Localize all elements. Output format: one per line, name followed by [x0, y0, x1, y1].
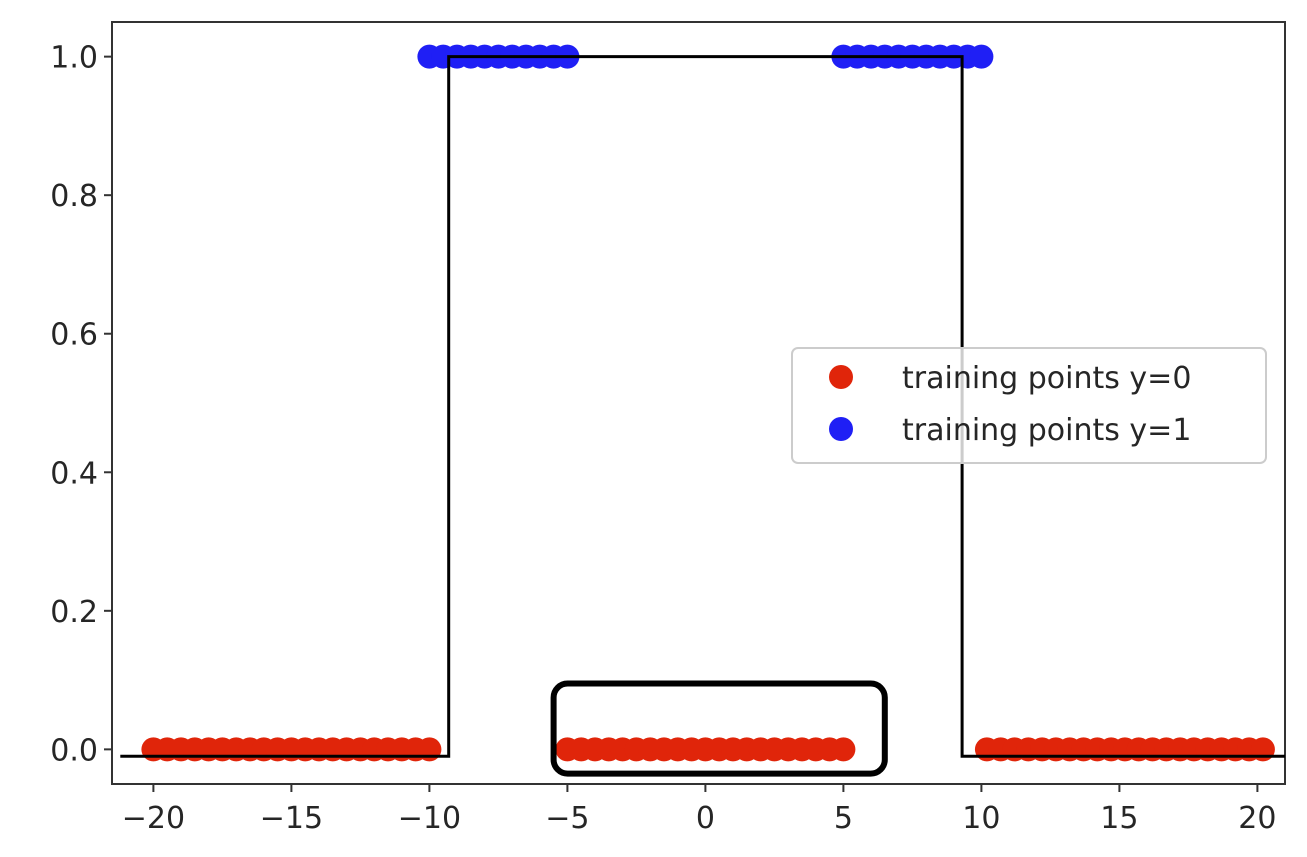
x-axis: −20 −15 −10 −5 0 5 10 15 20 [122, 784, 1276, 836]
legend-marker-y0 [829, 365, 853, 389]
legend-frame [791, 347, 1267, 464]
legend-marker-y1 [829, 417, 853, 441]
x-tick-label: 0 [696, 801, 715, 836]
data-point-y0 [831, 737, 856, 762]
x-tick-label: −10 [398, 801, 461, 836]
step-function-line [120, 55, 1285, 758]
highlight-box [550, 680, 888, 777]
y-tick-label: 0.8 [50, 179, 98, 214]
x-tick-label: 15 [1100, 801, 1138, 836]
x-tick-label: 10 [962, 801, 1000, 836]
y-tick-label: 0.2 [50, 595, 98, 630]
legend-label-y1: training points y=1 [902, 413, 1191, 448]
y-tick-label: 1.0 [50, 41, 98, 76]
x-tick-label: −20 [122, 801, 185, 836]
y-axis: 0.0 0.2 0.4 0.6 0.8 1.0 [50, 41, 112, 768]
x-tick-label: 5 [834, 801, 853, 836]
data-point-y1 [969, 44, 994, 69]
y-tick-label: 0.6 [50, 318, 98, 353]
legend-label-y0: training points y=0 [902, 361, 1191, 396]
y-tick-label: 0.4 [50, 456, 98, 491]
x-tick-label: −15 [260, 801, 323, 836]
x-tick-label: −5 [545, 801, 589, 836]
x-tick-label: 20 [1238, 801, 1276, 836]
legend: training points y=0 training points y=1 [791, 347, 1267, 464]
y-tick-label: 0.0 [50, 733, 98, 768]
